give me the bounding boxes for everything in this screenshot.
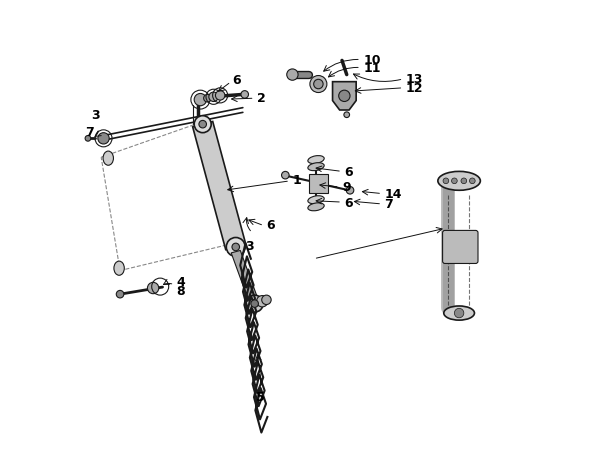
Circle shape (199, 120, 207, 128)
Ellipse shape (308, 196, 324, 204)
Circle shape (209, 92, 218, 102)
Text: 12: 12 (406, 82, 423, 95)
Text: 7: 7 (385, 198, 394, 211)
FancyBboxPatch shape (443, 230, 478, 264)
Text: 5: 5 (256, 391, 265, 404)
Circle shape (246, 295, 263, 312)
Text: 1: 1 (292, 174, 301, 187)
Circle shape (216, 91, 225, 100)
Text: 2: 2 (257, 92, 266, 104)
Text: 3: 3 (246, 240, 254, 253)
Circle shape (226, 238, 245, 256)
Circle shape (461, 178, 467, 184)
Circle shape (98, 133, 109, 144)
Text: 3: 3 (91, 109, 100, 122)
Circle shape (470, 178, 475, 184)
Circle shape (443, 178, 449, 184)
Polygon shape (231, 250, 259, 305)
Ellipse shape (438, 171, 480, 190)
Ellipse shape (308, 162, 324, 171)
Circle shape (262, 295, 271, 304)
Circle shape (287, 69, 298, 80)
Text: 11: 11 (363, 62, 381, 75)
Circle shape (310, 76, 327, 93)
Circle shape (344, 112, 350, 117)
Polygon shape (332, 82, 356, 110)
Text: 6: 6 (344, 197, 353, 209)
Circle shape (346, 187, 354, 194)
Circle shape (204, 95, 211, 102)
Circle shape (232, 243, 240, 251)
Circle shape (147, 282, 159, 294)
Circle shape (85, 135, 91, 141)
Circle shape (251, 300, 258, 307)
Circle shape (116, 290, 124, 298)
Circle shape (241, 91, 249, 98)
Circle shape (314, 79, 323, 89)
Polygon shape (309, 174, 328, 193)
Text: 6: 6 (344, 166, 353, 179)
Ellipse shape (308, 203, 324, 211)
Circle shape (455, 308, 464, 318)
Ellipse shape (444, 306, 474, 320)
Text: 8: 8 (177, 285, 185, 298)
Ellipse shape (114, 261, 125, 275)
Text: 7: 7 (85, 126, 94, 139)
Text: 6: 6 (232, 74, 241, 87)
Ellipse shape (308, 156, 324, 163)
Circle shape (338, 90, 350, 102)
Circle shape (282, 171, 289, 179)
Text: 14: 14 (385, 189, 402, 201)
Circle shape (452, 178, 457, 184)
Ellipse shape (103, 151, 113, 165)
Circle shape (194, 94, 207, 106)
Text: 10: 10 (363, 54, 381, 67)
Circle shape (194, 116, 211, 133)
Text: 6: 6 (267, 219, 275, 232)
Text: 9: 9 (342, 181, 350, 194)
Text: 13: 13 (406, 73, 423, 86)
Polygon shape (193, 122, 246, 250)
Text: 4: 4 (177, 276, 186, 289)
Circle shape (256, 295, 268, 307)
